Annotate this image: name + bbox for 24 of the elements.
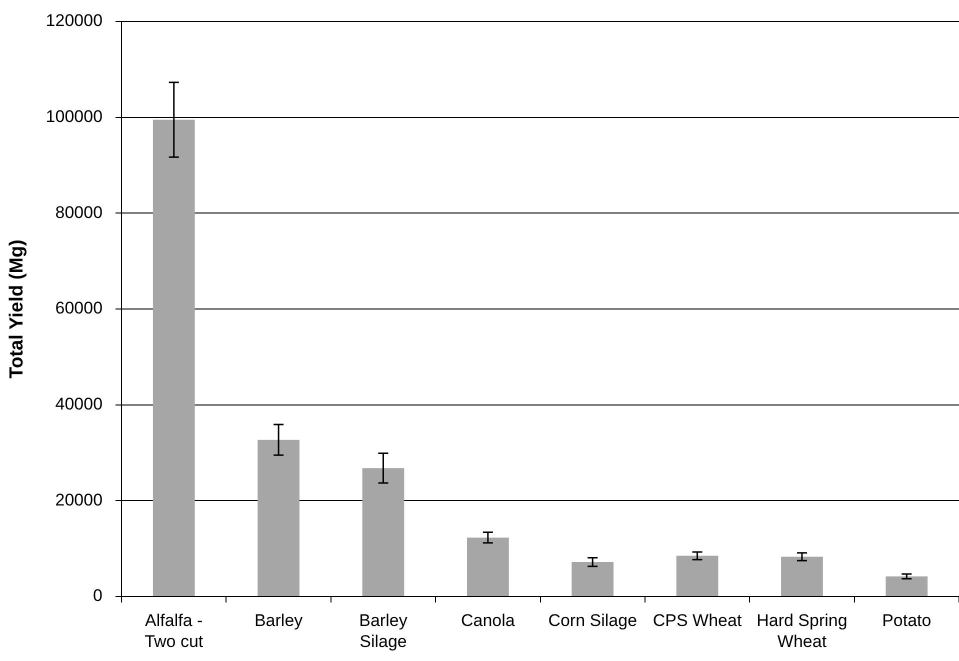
y-tick-label: 60000 xyxy=(55,298,103,318)
x-tick-label: Hard Spring Wheat xyxy=(756,610,848,652)
x-tick-label: Canola xyxy=(460,610,516,630)
x-tick-label: Potato xyxy=(882,610,932,630)
x-tick-label: Barley xyxy=(254,610,304,630)
bar xyxy=(258,440,300,596)
bar xyxy=(362,468,404,596)
x-tick-label: Barley Silage xyxy=(359,610,408,652)
bar xyxy=(466,538,509,596)
y-tick-label: 80000 xyxy=(55,202,103,222)
y-tick-label: 40000 xyxy=(55,394,103,414)
bar xyxy=(676,556,718,596)
y-axis-title: Total Yield (Mg) xyxy=(6,240,28,378)
x-tick-label: Corn Silage xyxy=(548,610,638,630)
bar xyxy=(572,562,614,596)
x-tick-label: CPS Wheat xyxy=(652,610,742,630)
bar xyxy=(886,576,928,596)
x-tick-label: Alfalfa - Two cut xyxy=(144,610,204,652)
bar xyxy=(781,556,823,596)
y-tick-label: 100000 xyxy=(46,107,103,126)
y-tick-label: 120000 xyxy=(46,11,103,30)
y-tick-label: 0 xyxy=(93,586,103,606)
bar xyxy=(152,120,195,596)
y-tick-label: 20000 xyxy=(55,490,103,510)
